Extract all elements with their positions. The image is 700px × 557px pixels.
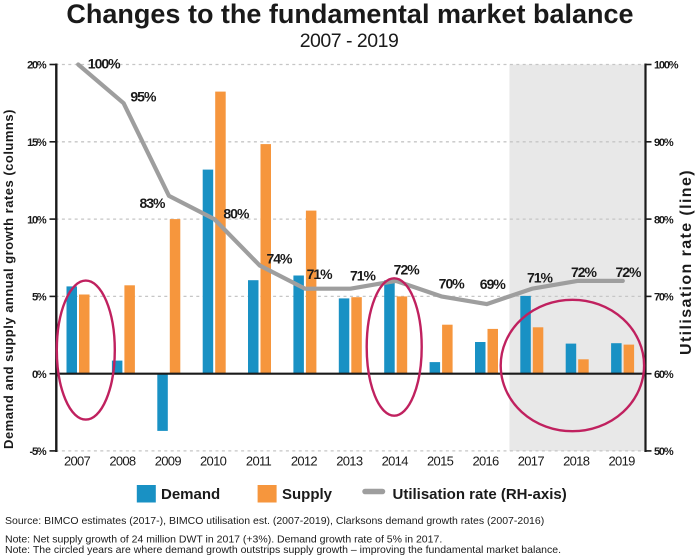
svg-text:74%: 74%: [266, 251, 293, 267]
svg-text:2007 - 2019: 2007 - 2019: [300, 30, 399, 52]
svg-text:20%: 20%: [27, 60, 47, 72]
svg-text:0%: 0%: [32, 369, 47, 381]
svg-text:Utilisation rate (RH-axis): Utilisation rate (RH-axis): [393, 486, 567, 503]
svg-text:2011: 2011: [246, 454, 272, 469]
svg-text:72%: 72%: [571, 264, 598, 280]
svg-text:80%: 80%: [654, 214, 674, 226]
svg-text:2019: 2019: [609, 454, 636, 469]
svg-text:72%: 72%: [394, 261, 421, 277]
svg-text:Demand and supply annual growt: Demand and supply annual growth rates (c…: [1, 109, 16, 449]
svg-text:15%: 15%: [27, 137, 47, 149]
svg-text:90%: 90%: [654, 137, 674, 149]
svg-text:100%: 100%: [654, 60, 679, 72]
svg-text:Demand: Demand: [161, 486, 220, 503]
svg-text:71%: 71%: [527, 270, 554, 286]
svg-text:2018: 2018: [563, 454, 590, 469]
svg-text:10%: 10%: [27, 214, 47, 226]
svg-text:Utilisation rate (line): Utilisation rate (line): [678, 169, 695, 355]
svg-text:2016: 2016: [472, 454, 499, 469]
svg-text:70%: 70%: [654, 292, 674, 304]
svg-text:Note: The circled years are wh: Note: The circled years are where demand…: [5, 544, 561, 556]
svg-text:71%: 71%: [350, 268, 377, 284]
svg-text:95%: 95%: [130, 89, 157, 105]
svg-text:2017: 2017: [518, 454, 545, 469]
svg-text:2007: 2007: [64, 454, 91, 469]
svg-text:50%: 50%: [654, 446, 674, 458]
svg-text:2014: 2014: [382, 454, 409, 469]
svg-text:2013: 2013: [336, 454, 363, 469]
svg-text:2008: 2008: [109, 454, 136, 469]
svg-text:-5%: -5%: [30, 446, 47, 458]
svg-text:60%: 60%: [654, 369, 674, 381]
svg-text:2015: 2015: [427, 454, 454, 469]
svg-text:Supply: Supply: [282, 486, 333, 503]
svg-text:Changes to the fundamental mar: Changes to the fundamental market balanc…: [66, 0, 633, 29]
svg-text:69%: 69%: [480, 276, 507, 292]
svg-text:70%: 70%: [439, 275, 466, 291]
svg-text:5%: 5%: [32, 292, 47, 304]
svg-text:2012: 2012: [291, 454, 318, 469]
svg-text:72%: 72%: [615, 264, 642, 280]
svg-text:80%: 80%: [223, 206, 250, 222]
svg-text:Note: Net supply growth of 24: Note: Net supply growth of 24 million DW…: [5, 534, 442, 546]
svg-text:71%: 71%: [307, 266, 334, 282]
svg-text:83%: 83%: [139, 195, 166, 211]
svg-text:100%: 100%: [88, 56, 121, 72]
svg-text:Source: BIMCO estimates (2017-: Source: BIMCO estimates (2017-), BIMCO u…: [5, 515, 544, 527]
svg-text:2010: 2010: [200, 454, 227, 469]
svg-text:2009: 2009: [155, 454, 182, 469]
